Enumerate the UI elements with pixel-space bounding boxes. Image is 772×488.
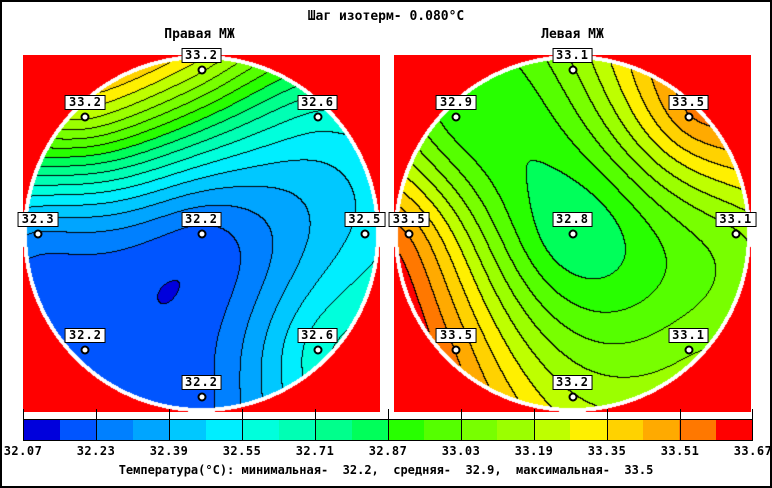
colorbar-segment-18 — [679, 420, 716, 440]
sensor-marker-top-right — [684, 112, 694, 122]
sensor-marker-bottom-left — [451, 345, 461, 355]
colorbar — [23, 419, 753, 441]
temperature-stats: Температура(°C): минимальная- 32.2, сред… — [118, 463, 654, 477]
plot-field: 33.2 33.2 32.6 32.3 32.2 32.5 32.2 32.6 32.2 33.… — [17, 48, 757, 412]
sensor-value-label-top: 33.1 — [552, 48, 593, 64]
sensor-marker-top — [568, 65, 577, 75]
colorbar-tick-label: 33.35 — [587, 444, 627, 458]
sensor-value-label-left: 33.5 — [388, 211, 430, 227]
colorbar-tick-label: 32.07 — [3, 444, 43, 458]
sensor-value-label-bottom: 32.2 — [181, 374, 222, 390]
sensor-value-label-bottom-right: 32.6 — [297, 327, 338, 343]
colorbar-tick-label: 33.03 — [441, 444, 481, 458]
colorbar-segment-1 — [60, 420, 97, 440]
sensor-value-label-bottom: 33.2 — [552, 374, 593, 390]
sensor-marker-center — [197, 229, 206, 238]
colorbar-segment-13 — [497, 420, 534, 440]
sensor-value-label-top: 33.2 — [181, 48, 222, 64]
colorbar-segment-6 — [242, 420, 279, 440]
sensor-marker-top-left — [451, 112, 461, 122]
sensor-marker-left — [33, 229, 43, 238]
sensor-value-label-top-right: 33.5 — [668, 95, 709, 111]
sensor-marker-center — [568, 229, 577, 238]
colorbar-segment-4 — [169, 420, 207, 440]
colorbar-segment-17 — [642, 420, 680, 440]
colorbar-tick-label: 33.19 — [514, 444, 554, 458]
colorbar-tick-label: 33.51 — [660, 444, 700, 458]
sensor-value-label-top-left: 32.9 — [436, 95, 477, 111]
sensor-marker-top — [197, 65, 206, 75]
contour-map-right-gland: 33.2 33.2 32.6 32.3 32.2 32.5 32.2 32.6 32.2 — [17, 48, 386, 412]
colorbar-tick-label: 32.39 — [149, 444, 189, 458]
sensor-marker-bottom-right — [313, 345, 323, 355]
colorbar-segment-14 — [533, 420, 571, 440]
sensor-value-label-left: 32.3 — [17, 211, 59, 227]
colorbar-segment-11 — [424, 420, 461, 440]
map-title-right-gland: Правая МЖ — [164, 27, 235, 42]
sensor-marker-bottom-left — [80, 345, 90, 355]
sensor-marker-bottom — [568, 392, 577, 402]
sensor-marker-right — [731, 229, 741, 238]
colorbar-segment-7 — [278, 420, 316, 440]
sensor-marker-bottom-right — [684, 345, 694, 355]
colorbar-segment-15 — [570, 420, 607, 440]
colorbar-segment-9 — [351, 420, 389, 440]
colorbar-tick-label: 32.87 — [368, 444, 408, 458]
sensor-value-label-bottom-left: 32.2 — [65, 327, 106, 343]
sensor-value-label-top-left: 33.2 — [65, 95, 106, 111]
colorbar-tick-label: 32.23 — [76, 444, 116, 458]
colorbar-segment-10 — [388, 420, 425, 440]
colorbar-segment-8 — [315, 420, 352, 440]
colorbar-segment-19 — [715, 420, 753, 440]
sensor-marker-left — [404, 229, 414, 238]
sensor-marker-bottom — [197, 392, 206, 402]
map-title-left-gland: Левая МЖ — [541, 27, 604, 42]
colorbar-segment-3 — [133, 420, 170, 440]
colorbar-tick-label: 32.71 — [295, 444, 335, 458]
sensor-marker-top-left — [80, 112, 90, 122]
colorbar-tick-label: 33.67 — [733, 444, 772, 458]
colorbar-segment-2 — [96, 420, 134, 440]
sensor-value-label-right: 33.1 — [715, 211, 757, 227]
sensor-value-label-bottom-right: 33.1 — [668, 327, 709, 343]
colorbar-tick-label: 32.55 — [222, 444, 262, 458]
sensor-value-label-center: 32.2 — [181, 211, 222, 227]
sensor-marker-top-right — [313, 112, 323, 122]
sensor-value-label-top-right: 32.6 — [297, 95, 338, 111]
colorbar-segment-16 — [606, 420, 643, 440]
sensor-value-label-center: 32.8 — [552, 211, 593, 227]
sensor-marker-right — [360, 229, 370, 238]
colorbar-segment-5 — [206, 420, 243, 440]
contour-map-left-gland: 33.1 32.9 33.5 33.5 32.8 33.1 33.5 33.1 33.2 — [388, 48, 757, 412]
colorbar-segment-0 — [24, 420, 61, 440]
sensor-value-label-right: 32.5 — [344, 211, 386, 227]
page-title: Шаг изотерм- 0.080°C — [307, 9, 465, 24]
colorbar-labels: 32.07 32.23 32.39 32.55 32.71 32.87 33.03 33.19… — [4, 444, 770, 459]
sensor-value-label-bottom-left: 33.5 — [436, 327, 477, 343]
colorbar-segment-12 — [460, 420, 498, 440]
